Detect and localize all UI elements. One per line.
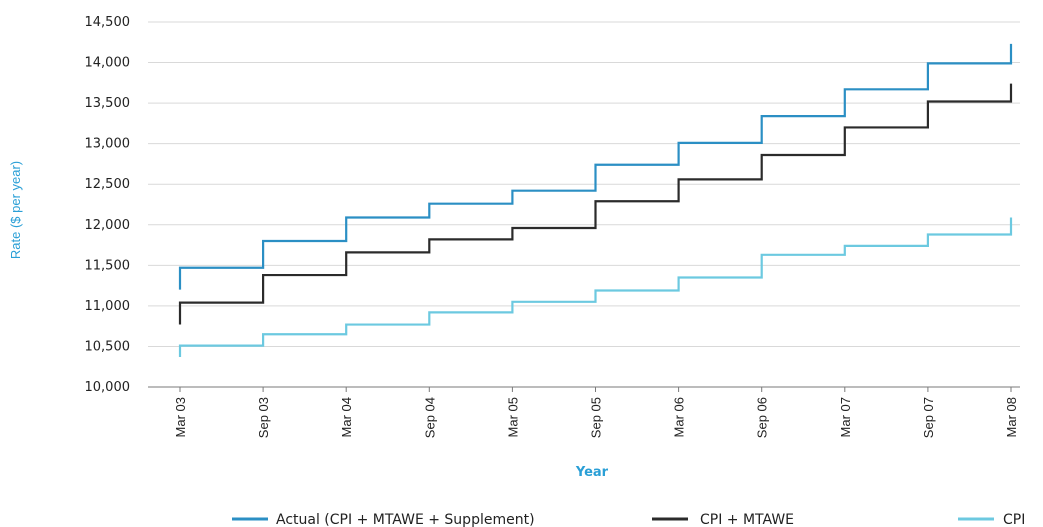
y-axis-title: Rate ($ per year) — [8, 161, 23, 259]
x-tick-label: Mar 03 — [173, 397, 188, 437]
y-tick-label: 11,000 — [85, 299, 131, 314]
y-tick-label: 12,000 — [85, 218, 131, 233]
x-axis-title: Year — [575, 465, 609, 480]
x-tick-label: Mar 04 — [339, 397, 354, 437]
series-line-1 — [178, 83, 1013, 325]
y-tick-label: 10,000 — [85, 380, 131, 395]
y-tick-label: 13,500 — [85, 96, 131, 111]
x-tick-label: Mar 05 — [505, 397, 520, 437]
legend-item-actual: Actual (CPI + MTAWE + Supplement) — [232, 512, 535, 527]
x-axis-ticks: Mar 03 Sep 03 Mar 04 Sep 04 Mar 05 Sep 05 Mar … — [173, 387, 1019, 438]
series-lines — [178, 43, 1013, 357]
y-tick-label: 12,500 — [85, 177, 131, 192]
series-line-2 — [178, 217, 1013, 357]
x-tick-label: Sep 03 — [256, 397, 271, 438]
legend-item-cpi: CPI — [958, 512, 1025, 527]
x-tick-label: Mar 08 — [1004, 397, 1019, 437]
x-tick-label: Mar 06 — [672, 397, 687, 437]
x-tick-label: Mar 07 — [838, 397, 853, 437]
y-tick-label: 11,500 — [85, 258, 131, 273]
y-tick-label: 10,500 — [85, 339, 131, 354]
legend-label-cpi-mtawe: CPI + MTAWE — [700, 512, 794, 527]
x-tick-label: Sep 04 — [422, 397, 437, 438]
legend-item-cpi-mtawe: CPI + MTAWE — [652, 512, 794, 527]
legend-label-actual: Actual (CPI + MTAWE + Supplement) — [276, 512, 535, 527]
y-axis-ticks: 10,000 10,500 11,000 11,500 12,000 12,500 13,0… — [85, 15, 131, 395]
y-tick-label: 14,500 — [85, 15, 131, 30]
y-tick-label: 13,000 — [85, 137, 131, 152]
y-tick-label: 14,000 — [85, 56, 131, 71]
x-tick-label: Sep 07 — [921, 397, 936, 438]
series-line-0 — [178, 43, 1013, 290]
x-tick-label: Sep 06 — [755, 397, 770, 438]
legend: Actual (CPI + MTAWE + Supplement) CPI + … — [232, 512, 1025, 527]
x-tick-label: Sep 05 — [589, 397, 604, 438]
gridlines — [148, 21, 1020, 388]
legend-label-cpi: CPI — [1003, 512, 1025, 527]
